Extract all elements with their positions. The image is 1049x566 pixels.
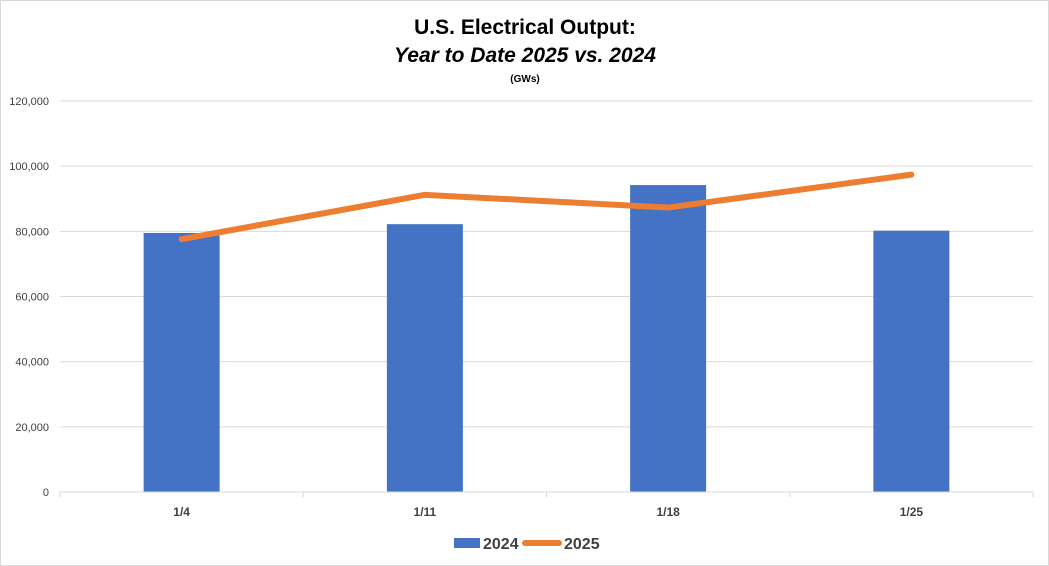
bar-2024	[386, 224, 463, 493]
axis-layer: 0 20,000 40,000 60,000 80,000 100,000 120,000 1…	[9, 96, 1034, 519]
chart-subtitle: Year to Date 2025 vs. 2024	[394, 44, 656, 67]
bar-2024	[143, 232, 220, 492]
chart-unit-label: (GWs)	[510, 74, 539, 85]
series-line-2025	[178, 171, 915, 243]
x-tick-label: 1/11	[414, 505, 437, 519]
y-tick-label: 80,000	[15, 226, 49, 238]
x-tick-label: 1/4	[173, 505, 190, 519]
legend-label-2024: 2024	[483, 536, 519, 553]
x-tick-label: 1/18	[656, 505, 680, 519]
legend-label-2025: 2025	[564, 536, 600, 553]
y-tick-label: 20,000	[15, 422, 49, 434]
y-tick-label: 40,000	[15, 357, 49, 369]
legend: 2024 2025	[454, 536, 600, 553]
bar-2024	[630, 185, 707, 492]
bar-2024	[873, 230, 950, 492]
y-tick-label: 60,000	[15, 292, 49, 304]
bar-layer	[143, 185, 950, 493]
legend-swatch-2024	[454, 538, 480, 548]
y-tick-label: 0	[43, 487, 49, 499]
line-layer	[178, 171, 915, 243]
y-tick-label: 100,000	[9, 161, 49, 173]
x-tick-label: 1/25	[900, 505, 924, 519]
y-tick-label: 120,000	[9, 96, 49, 108]
chart-title: U.S. Electrical Output:	[414, 16, 636, 39]
